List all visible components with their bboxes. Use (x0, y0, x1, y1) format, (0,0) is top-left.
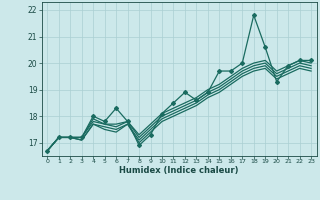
X-axis label: Humidex (Indice chaleur): Humidex (Indice chaleur) (119, 166, 239, 175)
